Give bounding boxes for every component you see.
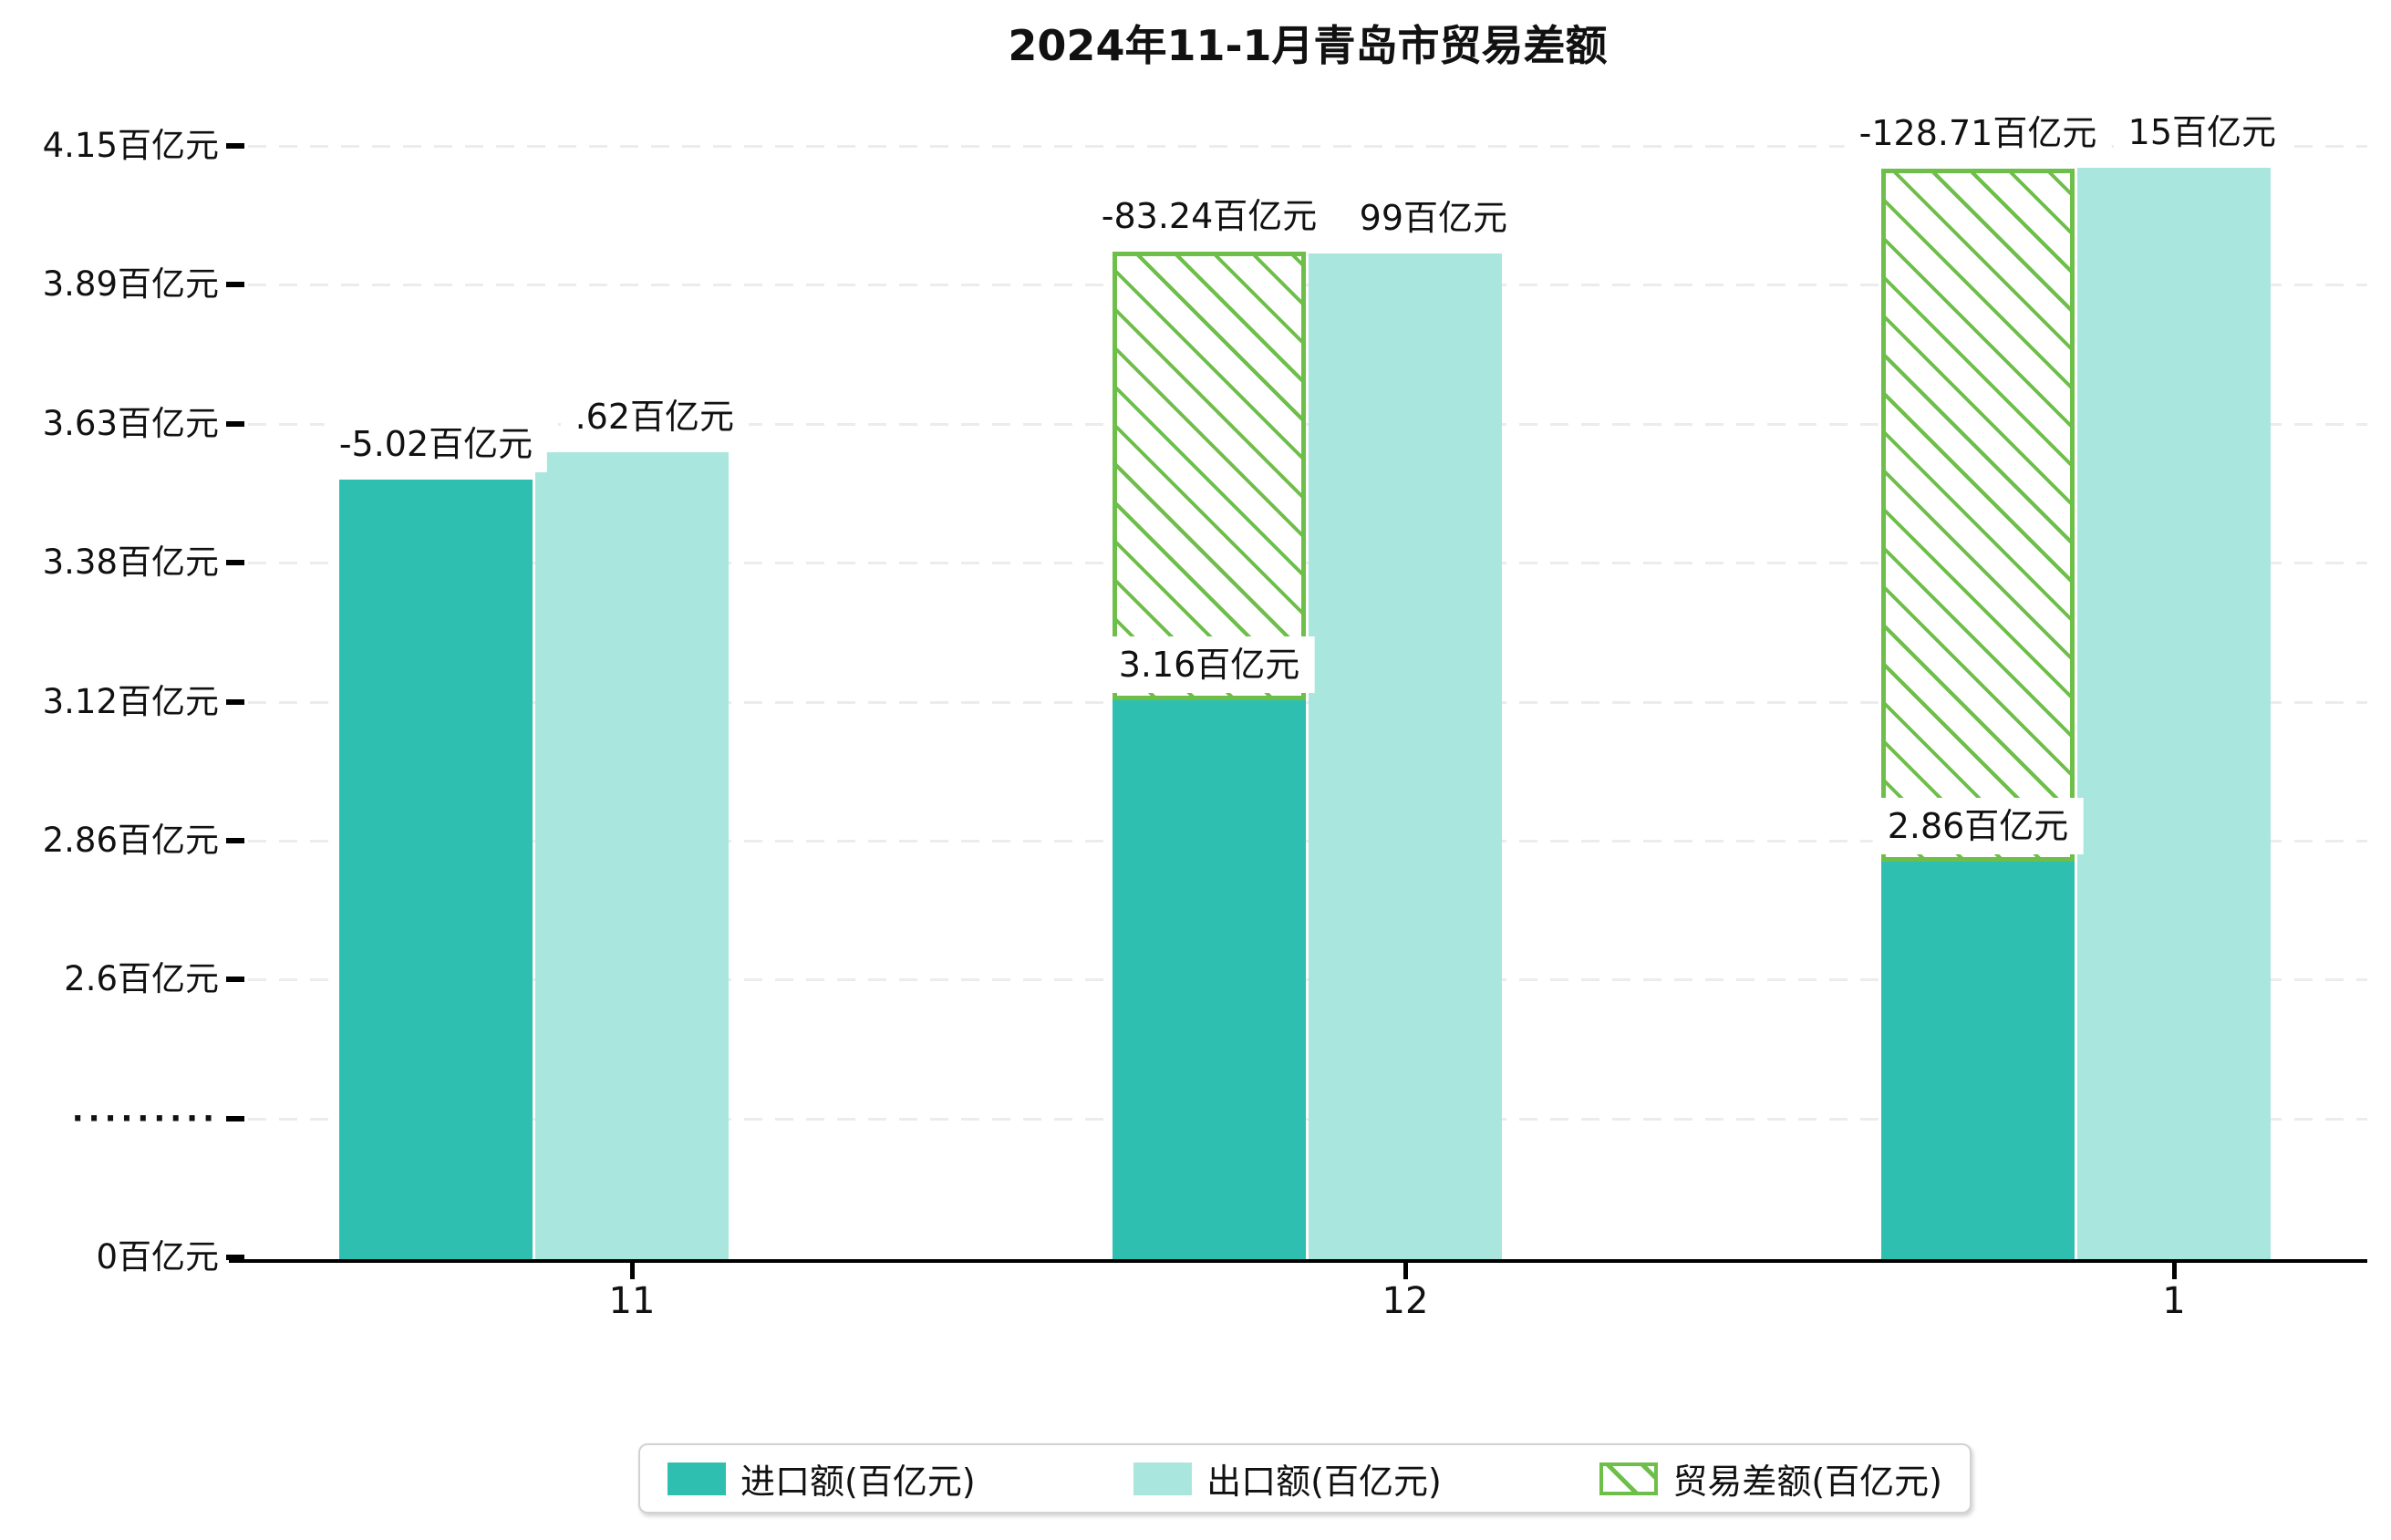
y-tick-label: 2.6百亿元: [64, 959, 219, 999]
bar-value-label: -5.02百亿元: [324, 415, 548, 472]
legend-item-export: 出口额(百亿元): [1133, 1453, 1442, 1504]
grid-line: [248, 562, 2367, 565]
import-bar: [1113, 699, 1306, 1261]
x-tick-label: 1: [2162, 1280, 2186, 1322]
y-tick-label: 3.63百亿元: [42, 403, 219, 443]
y-tick-label: 3.12百亿元: [42, 681, 219, 721]
legend-label-balance: 贸易差额(百亿元): [1672, 1462, 1942, 1502]
bar-value-label: 2.86百亿元: [1872, 797, 2084, 854]
balance-hatch-swatch-icon: [1599, 1462, 1659, 1495]
y-tick-mark: [226, 838, 244, 843]
x-tick-label: 12: [1382, 1280, 1429, 1322]
bar-value-label: -128.71百亿元: [1844, 105, 2112, 162]
grid-line: [248, 978, 2367, 982]
bar-value-label: -83.24百亿元: [1086, 188, 1332, 245]
import-bar: [339, 479, 533, 1261]
grid-line: [248, 145, 2367, 148]
y-tick-mark: [226, 977, 244, 983]
y-tick-mark: [226, 143, 244, 149]
x-tick-mark: [2172, 1263, 2177, 1279]
y-tick-label: 3.89百亿元: [42, 264, 219, 305]
y-tick-label: 0百亿元: [96, 1237, 219, 1277]
bar-value-label: .62百亿元: [560, 388, 749, 446]
bar-value-label: 3.16百亿元: [1103, 636, 1315, 693]
x-tick-mark: [630, 1263, 635, 1279]
y-tick-label: 3.38百亿元: [42, 543, 219, 583]
export-bar: [535, 452, 729, 1261]
x-axis-line: [229, 1259, 2367, 1263]
import-swatch-icon: [668, 1462, 726, 1495]
trade-balance-bar: [1881, 169, 2075, 862]
grid-line: [248, 700, 2367, 704]
y-tick-mark: [226, 1255, 244, 1261]
y-tick-mark: [226, 560, 244, 566]
trade-balance-bar: [1113, 252, 1306, 700]
import-bar: [1881, 861, 2075, 1261]
grid-line: [248, 284, 2367, 287]
legend: 进口额(百亿元) 出口额(百亿元) 贸易差额(百亿元): [638, 1443, 1972, 1514]
grid-line: [248, 840, 2367, 842]
grid-line: [248, 422, 2367, 426]
x-tick-label: 11: [608, 1280, 656, 1322]
y-tick-label: 2.86百亿元: [42, 821, 219, 860]
y-tick-label: 4.15百亿元: [42, 126, 219, 165]
grid-line: [248, 1117, 2367, 1121]
export-swatch-icon: [1133, 1462, 1193, 1495]
legend-label-export: 出口额(百亿元): [1206, 1462, 1442, 1502]
y-tick-mark: [226, 420, 244, 427]
legend-item-import: 进口额(百亿元): [668, 1453, 976, 1504]
y-axis-break-label: ·········: [71, 1100, 219, 1137]
bar-value-label: 15百亿元: [2113, 103, 2291, 160]
chart-title: 2024年11-1月青岛市贸易差额: [1008, 21, 1608, 70]
y-tick-mark: [226, 1115, 244, 1121]
y-tick-mark: [226, 282, 244, 288]
legend-label-import: 进口额(百亿元): [740, 1462, 976, 1502]
bar-value-label: 99百亿元: [1344, 189, 1522, 246]
export-bar: [1309, 253, 1502, 1261]
x-tick-mark: [1403, 1263, 1408, 1279]
legend-item-balance: 贸易差额(百亿元): [1599, 1453, 1942, 1504]
export-bar: [2077, 167, 2271, 1261]
y-tick-mark: [226, 698, 244, 705]
